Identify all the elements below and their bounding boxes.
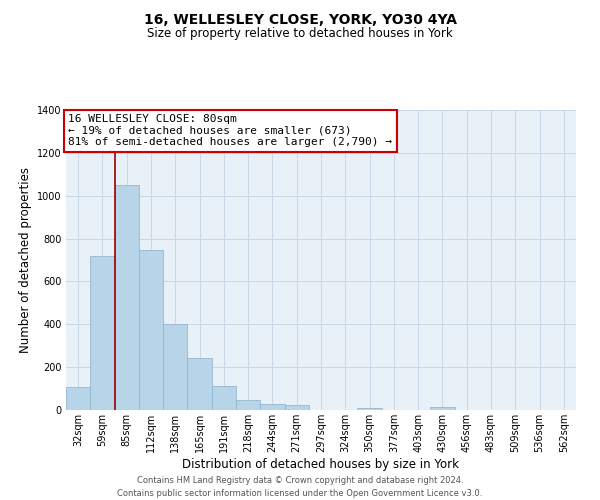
Bar (260, 404, 284, 410)
Bar (430, 407, 455, 410)
Bar (115, 185, 139, 410)
Y-axis label: Number of detached properties: Number of detached properties (19, 167, 32, 353)
Bar (66, 387, 90, 410)
Text: Contains HM Land Registry data © Crown copyright and database right 2024.
Contai: Contains HM Land Registry data © Crown c… (118, 476, 482, 498)
Bar (187, 358, 212, 410)
Text: 16, WELLESLEY CLOSE, YORK, YO30 4YA: 16, WELLESLEY CLOSE, YORK, YO30 4YA (143, 12, 457, 26)
Bar (139, 250, 163, 410)
Bar (284, 406, 309, 410)
Bar (212, 386, 236, 410)
Bar (90, 256, 115, 410)
X-axis label: Distribution of detached houses by size in York: Distribution of detached houses by size … (182, 458, 460, 470)
Bar (236, 400, 260, 410)
Text: 16 WELLESLEY CLOSE: 80sqm
← 19% of detached houses are smaller (673)
81% of semi: 16 WELLESLEY CLOSE: 80sqm ← 19% of detac… (68, 114, 392, 148)
Text: Size of property relative to detached houses in York: Size of property relative to detached ho… (147, 28, 453, 40)
Bar (358, 408, 382, 410)
Bar (163, 324, 187, 410)
